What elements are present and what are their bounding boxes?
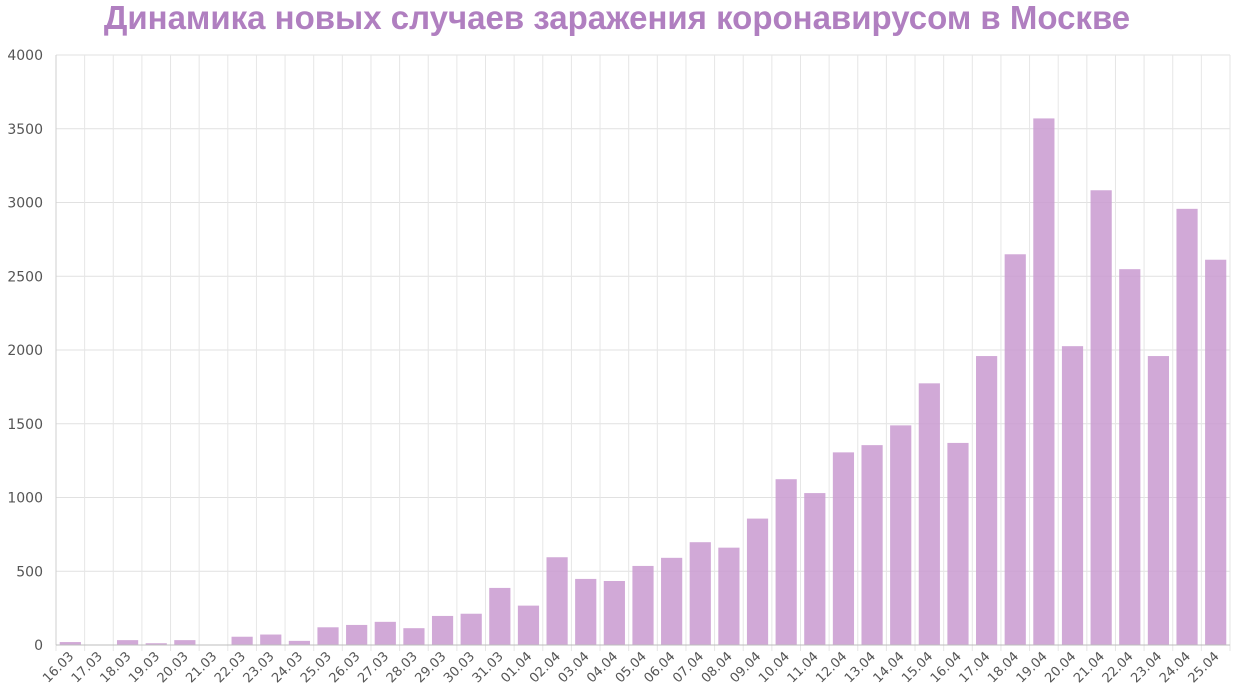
- x-tick-label: 04.04: [584, 649, 621, 686]
- x-tick-label: 19.04: [1014, 649, 1051, 686]
- x-tick-label: 17.04: [957, 649, 994, 686]
- bar-22.04: [1119, 269, 1141, 645]
- bar-12.04: [832, 452, 855, 645]
- y-tick-label: 0: [34, 638, 43, 654]
- bar-20.03: [174, 640, 196, 645]
- x-tick-label: 20.04: [1042, 649, 1079, 686]
- x-tick-label: 22.03: [212, 649, 249, 686]
- x-tick-label: 25.03: [298, 649, 335, 686]
- x-tick-label: 24.04: [1157, 649, 1194, 686]
- bar-28.03: [403, 628, 425, 645]
- bar-21.04: [1090, 190, 1112, 645]
- x-tick-label: 27.03: [355, 649, 392, 686]
- x-tick-label: 18.03: [97, 649, 134, 686]
- bar-05.04: [632, 565, 654, 645]
- axes-layer: [55, 55, 1230, 646]
- x-tick-label: 09.04: [727, 649, 764, 686]
- x-tick-label: 16.04: [928, 649, 965, 686]
- bar-07.04: [689, 542, 711, 645]
- bar-03.04: [575, 578, 597, 645]
- x-tick-label: 18.04: [985, 649, 1022, 686]
- bar-25.04: [1205, 259, 1227, 645]
- bar-08.04: [718, 547, 740, 645]
- bar-17.04: [976, 356, 998, 645]
- bar-02.04: [546, 557, 568, 645]
- bar-22.03: [231, 636, 253, 645]
- x-tick-label: 12.04: [813, 649, 850, 686]
- x-tick-label: 19.03: [126, 649, 163, 686]
- bar-16.04: [947, 442, 969, 645]
- x-tick-label: 06.04: [642, 649, 679, 686]
- x-tick-label: 24.03: [269, 649, 306, 686]
- y-tick-label: 2000: [7, 343, 43, 359]
- x-tick-label: 05.04: [613, 649, 650, 686]
- chart-title: Динамика новых случаев заражения коронав…: [103, 0, 1131, 36]
- bar-18.03: [116, 640, 139, 645]
- bar-19.04: [1033, 118, 1055, 646]
- x-tick-label: 16.03: [40, 649, 77, 686]
- bar-15.04: [918, 383, 940, 645]
- bar-19.03: [145, 643, 167, 645]
- x-tick-label: 07.04: [670, 649, 707, 686]
- bar-26.03: [346, 624, 368, 645]
- y-tick-label: 2500: [7, 269, 43, 285]
- bar-18.04: [1004, 254, 1026, 645]
- x-tick-label: 26.03: [327, 649, 364, 686]
- x-tick-label: 23.03: [241, 649, 278, 686]
- bar-27.03: [374, 621, 396, 645]
- bar-24.03: [288, 640, 310, 645]
- bar-30.03: [460, 613, 482, 645]
- x-tick-label: 29.03: [412, 649, 449, 686]
- bar-31.03: [489, 587, 511, 645]
- x-tick-label: 11.04: [785, 649, 822, 686]
- x-tick-label: 13.04: [842, 649, 879, 686]
- bar-11.04: [804, 493, 826, 645]
- bar-24.04: [1176, 208, 1198, 645]
- y-tick-label: 3500: [7, 122, 43, 138]
- bar-29.03: [431, 615, 454, 645]
- bar-23.04: [1147, 356, 1170, 645]
- bar-13.04: [861, 445, 883, 645]
- x-tick-label: 22.04: [1100, 649, 1137, 686]
- y-tick-label: 1000: [7, 491, 43, 507]
- bar-16.03: [59, 642, 81, 645]
- x-tick-label: 21.04: [1071, 649, 1108, 686]
- x-tick-label: 03.04: [556, 649, 593, 686]
- y-tick-label: 500: [16, 564, 43, 580]
- x-tick-label: 21.03: [183, 649, 220, 686]
- bar-06.04: [661, 557, 683, 645]
- x-tick-label: 10.04: [756, 649, 793, 686]
- x-tick-label: 01.04: [498, 649, 535, 686]
- bar-04.04: [603, 580, 625, 645]
- x-tick-label: 20.03: [155, 649, 192, 686]
- y-tick-label: 4000: [7, 48, 43, 64]
- x-tick-label: 28.03: [384, 649, 421, 686]
- bar-01.04: [517, 605, 540, 645]
- bars-layer: [59, 118, 1227, 646]
- bar-10.04: [775, 479, 797, 645]
- y-tick-label: 3000: [7, 196, 43, 212]
- bar-09.04: [746, 518, 769, 645]
- bar-14.04: [890, 425, 912, 645]
- x-tick-label: 31.03: [470, 649, 507, 686]
- x-tick-label: 02.04: [527, 649, 564, 686]
- x-tick-label: 15.04: [899, 649, 936, 686]
- bar-20.04: [1061, 346, 1084, 645]
- x-tick-label: 25.04: [1186, 649, 1223, 686]
- x-tick-label: 08.04: [699, 649, 736, 686]
- y-tick-label: 1500: [7, 417, 43, 433]
- x-tick-label: 23.04: [1128, 649, 1165, 686]
- x-tick-label: 17.03: [69, 649, 106, 686]
- x-tick-label: 30.03: [441, 649, 478, 686]
- bar-23.03: [260, 634, 282, 645]
- bar-25.03: [317, 627, 339, 645]
- x-tick-label: 14.04: [871, 649, 908, 686]
